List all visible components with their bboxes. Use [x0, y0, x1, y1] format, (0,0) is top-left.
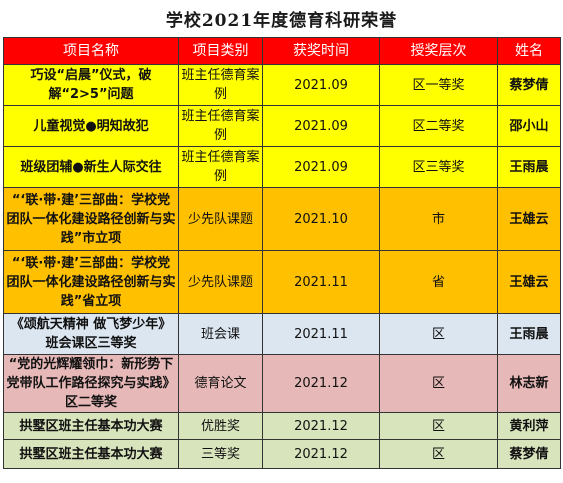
category-cell: 德育论文: [178, 354, 263, 413]
name-cell: 王雄云: [497, 250, 561, 314]
page-title: 学校2021年度德育科研荣誉: [165, 11, 398, 31]
name-cell: 蔡梦倩: [497, 439, 561, 469]
level-cell: 区一等奖: [379, 64, 498, 106]
header-name: 姓名: [497, 37, 561, 65]
level-cell: 区: [379, 412, 498, 440]
date-cell: 2021.11: [262, 250, 380, 314]
category-cell: 优胜奖: [178, 412, 263, 440]
date-cell: 2021.09: [262, 146, 380, 188]
date-cell: 2021.10: [262, 187, 380, 251]
category-cell: 班主任德育案例: [178, 105, 263, 147]
level-cell: 省: [379, 250, 498, 314]
level-cell: 区: [379, 354, 498, 413]
table-row: “‘联·带·建’三部曲：学校党团队一体化建设路径创新与实践”省立项 少先队课题 …: [3, 250, 561, 314]
category-cell: 三等奖: [178, 439, 263, 469]
name-cell: 邵小山: [497, 105, 561, 147]
level-cell: 区二等奖: [379, 105, 498, 147]
level-cell: 区三等奖: [379, 146, 498, 188]
project-cell: 班级团辅●新生人际交往: [3, 146, 179, 188]
table-row: 拱墅区班主任基本功大赛 优胜奖 2021.12 区 黄利萍: [3, 412, 561, 440]
name-cell: 王雨晨: [497, 313, 561, 355]
date-cell: 2021.09: [262, 105, 380, 147]
name-cell: 蔡梦倩: [497, 64, 561, 106]
name-cell: 王雨晨: [497, 146, 561, 188]
table-row: 《颂航天精神 做飞梦少年》班会课区三等奖 班会课 2021.11 区 王雨晨: [3, 313, 561, 355]
table-row: “‘联·带·建’三部曲：学校党团队一体化建设路径创新与实践”市立项 少先队课题 …: [3, 187, 561, 251]
table-row: 班级团辅●新生人际交往 班主任德育案例 2021.09 区三等奖 王雨晨: [3, 146, 561, 188]
category-cell: 少先队课题: [178, 187, 263, 251]
table-row: 巧设“启晨”仪式，破解“2>5”问题 班主任德育案例 2021.09 区一等奖 …: [3, 64, 561, 106]
category-cell: 班会课: [178, 313, 263, 355]
project-cell: “‘联·带·建’三部曲：学校党团队一体化建设路径创新与实践”省立项: [3, 250, 179, 314]
date-cell: 2021.11: [262, 313, 380, 355]
project-cell: 拱墅区班主任基本功大赛: [3, 412, 179, 440]
table-row: 儿童视觉●明知故犯 班主任德育案例 2021.09 区二等奖 邵小山: [3, 105, 561, 147]
honors-table: 项目名称 项目类别 获奖时间 授奖层次 姓名 巧设“启晨”仪式，破解“2>5”问…: [3, 37, 561, 469]
project-cell: “‘联·带·建’三部曲：学校党团队一体化建设路径创新与实践”市立项: [3, 187, 179, 251]
table-row: “党的光辉耀领巾：新形势下党带队工作路径探究与实践》区二等奖 德育论文 2021…: [3, 354, 561, 413]
table-row: 拱墅区班主任基本功大赛 三等奖 2021.12 区 蔡梦倩: [3, 439, 561, 469]
level-cell: 区: [379, 439, 498, 469]
header-category: 项目类别: [178, 37, 263, 65]
name-cell: 林志新: [497, 354, 561, 413]
project-cell: 《颂航天精神 做飞梦少年》班会课区三等奖: [3, 313, 179, 355]
project-cell: 儿童视觉●明知故犯: [3, 105, 179, 147]
name-cell: 黄利萍: [497, 412, 561, 440]
project-cell: 巧设“启晨”仪式，破解“2>5”问题: [3, 64, 179, 106]
date-cell: 2021.12: [262, 354, 380, 413]
date-cell: 2021.12: [262, 412, 380, 440]
level-cell: 市: [379, 187, 498, 251]
header-row: 项目名称 项目类别 获奖时间 授奖层次 姓名: [3, 37, 561, 65]
name-cell: 王雄云: [497, 187, 561, 251]
category-cell: 班主任德育案例: [178, 146, 263, 188]
category-cell: 班主任德育案例: [178, 64, 263, 106]
category-cell: 少先队课题: [178, 250, 263, 314]
header-date: 获奖时间: [262, 37, 380, 65]
project-cell: 拱墅区班主任基本功大赛: [3, 439, 179, 469]
header-project: 项目名称: [3, 37, 179, 65]
date-cell: 2021.12: [262, 439, 380, 469]
header-level: 授奖层次: [379, 37, 498, 65]
level-cell: 区: [379, 313, 498, 355]
project-cell: “党的光辉耀领巾：新形势下党带队工作路径探究与实践》区二等奖: [3, 354, 179, 413]
date-cell: 2021.09: [262, 64, 380, 106]
